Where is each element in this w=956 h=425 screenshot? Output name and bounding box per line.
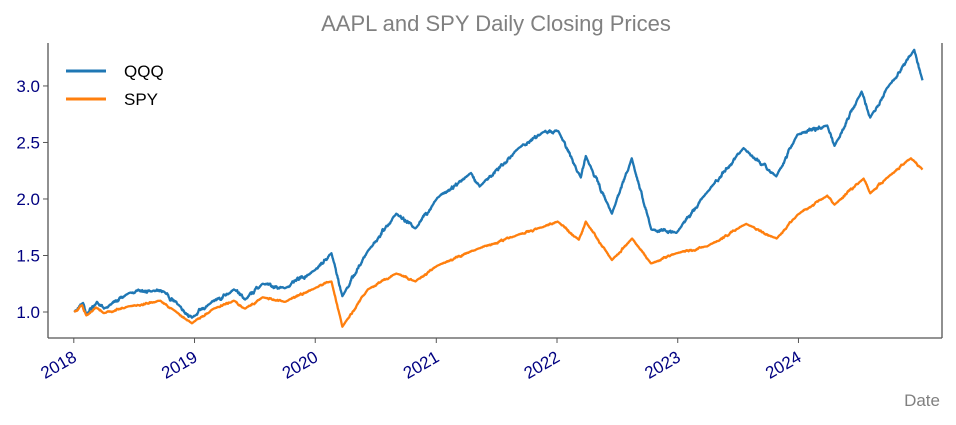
x-tick-label: 2019 (158, 347, 200, 382)
y-tick-label: 2.0 (16, 190, 40, 209)
x-axis-label: Date (904, 391, 940, 410)
series-line-spy (73, 157, 924, 328)
y-tick-label: 1.5 (16, 246, 40, 265)
legend: QQQ SPY (66, 62, 164, 109)
x-tick-label: 2021 (400, 347, 442, 382)
x-axis-ticks: 2018 2019 2020 2021 2022 2023 2024 (38, 338, 804, 383)
plot-spines (47, 43, 943, 339)
y-tick-label: 3.0 (16, 77, 40, 96)
legend-label-qqq: QQQ (124, 62, 164, 81)
series-layer (73, 48, 924, 328)
x-tick-label: 2018 (38, 347, 80, 382)
x-tick-label: 2020 (279, 347, 321, 382)
x-tick-label: 2022 (521, 347, 563, 382)
y-axis-ticks: 1.0 1.5 2.0 2.5 3.0 (16, 77, 48, 322)
legend-label-spy: SPY (124, 90, 158, 109)
x-tick-label: 2024 (762, 347, 804, 382)
y-tick-label: 2.5 (16, 133, 40, 152)
series-line-qqq (73, 48, 924, 319)
x-tick-label: 2023 (641, 347, 683, 382)
y-tick-label: 1.0 (16, 303, 40, 322)
chart-title: AAPL and SPY Daily Closing Prices (321, 11, 671, 36)
